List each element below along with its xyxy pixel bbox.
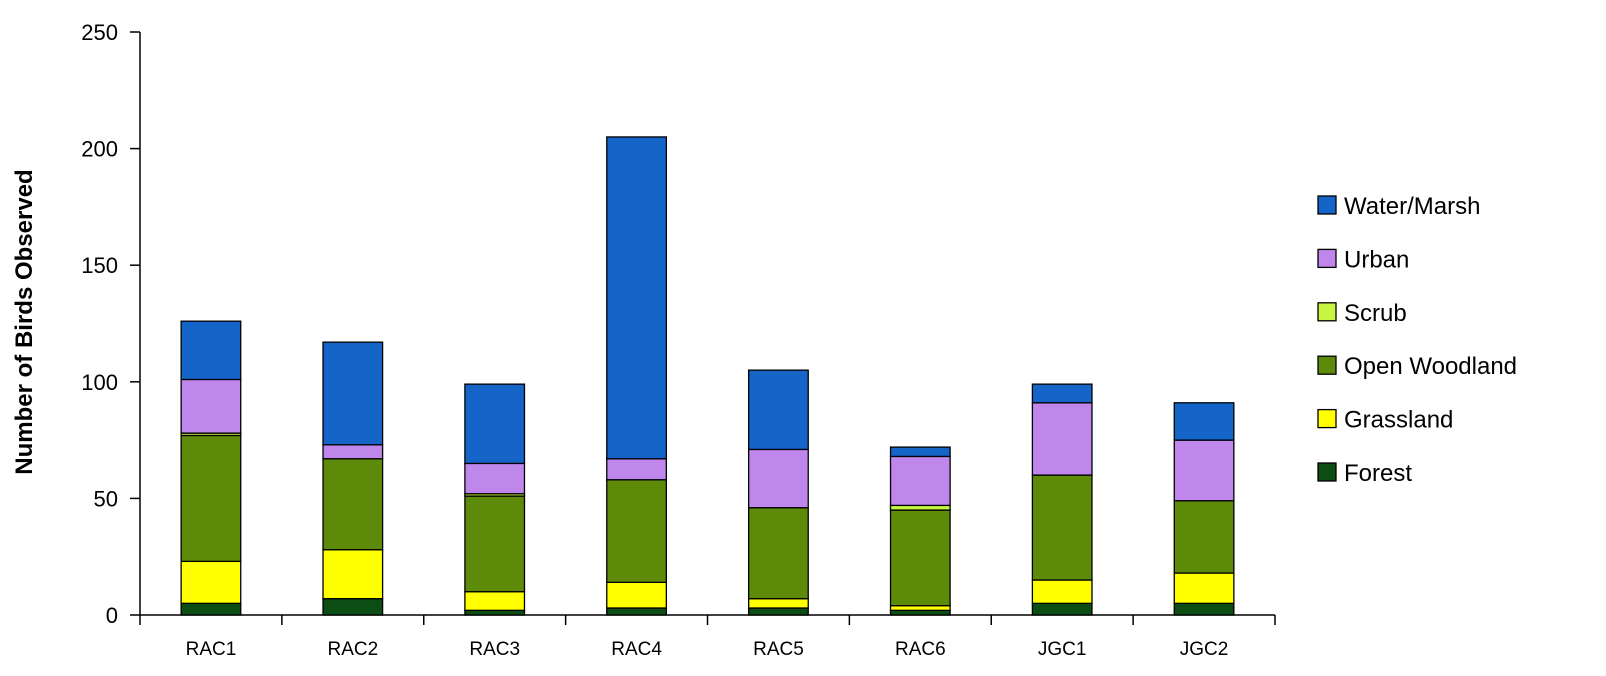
bar-segment-urban-rac4 [606, 458, 668, 481]
bar-segment-water-marsh-rac4 [606, 136, 668, 460]
bar-segment-open-woodland-rac5 [747, 507, 809, 600]
bar-segment-open-woodland-rac3 [464, 495, 526, 593]
legend-swatch-urban [1317, 248, 1337, 269]
legend-label-grassland: Grassland [1344, 407, 1453, 434]
bar-segment-water-marsh-jgc1 [1031, 383, 1093, 404]
bar-segment-urban-rac2 [322, 444, 384, 460]
bar-segment-urban-rac1 [180, 378, 242, 434]
y-tick-label: 0 [106, 603, 118, 628]
x-tick-label: RAC1 [186, 639, 237, 660]
bar-segment-open-woodland-jgc2 [1173, 500, 1235, 574]
bar-segment-forest-rac1 [180, 602, 242, 616]
bar-segment-water-marsh-rac3 [464, 383, 526, 465]
bar-segment-forest-jgc2 [1173, 602, 1235, 616]
legend-label-water-marsh: Water/Marsh [1344, 193, 1480, 220]
bar-segment-grassland-rac5 [747, 598, 809, 609]
x-tick-label: JGC1 [1038, 639, 1087, 660]
bar-segment-forest-jgc1 [1031, 602, 1093, 616]
bar-segment-water-marsh-rac5 [747, 369, 809, 451]
bar-segment-scrub-rac6 [889, 504, 951, 511]
bar-segment-grassland-rac6 [889, 605, 951, 611]
bar-segment-urban-rac3 [464, 462, 526, 495]
bar-segment-water-marsh-rac2 [322, 341, 384, 446]
bar-segment-open-woodland-rac4 [606, 479, 668, 584]
x-tick-label: RAC6 [895, 639, 946, 660]
legend-swatch-grassland [1317, 408, 1337, 429]
bar-segment-grassland-rac2 [322, 549, 384, 600]
bar-segment-urban-rac6 [889, 455, 951, 507]
x-axis: RAC1 RAC2 RAC3 RAC4 RAC5 RAC6 JGC1 JGC2 [139, 614, 1276, 660]
bar-segment-forest-rac5 [747, 607, 809, 616]
y-tick-label: 150 [81, 253, 118, 278]
bar-segment-open-woodland-rac1 [180, 434, 242, 563]
x-tick-label: RAC3 [469, 639, 520, 660]
bar-segment-open-woodland-jgc1 [1031, 474, 1093, 581]
bar-segment-grassland-rac3 [464, 591, 526, 611]
bar-segment-forest-rac3 [464, 609, 526, 616]
bar-segment-urban-jgc1 [1031, 402, 1093, 476]
bar-segment-forest-rac2 [322, 598, 384, 616]
bar-segment-water-marsh-rac6 [889, 446, 951, 458]
bar-segment-urban-jgc2 [1173, 439, 1235, 502]
bar-segment-forest-rac4 [606, 607, 668, 616]
bar-segment-open-woodland-rac2 [322, 458, 384, 551]
x-tick-label: RAC2 [327, 639, 378, 660]
legend-swatch-water-marsh [1317, 195, 1337, 215]
bar-segment-water-marsh-jgc2 [1173, 402, 1235, 441]
bar-segment-water-marsh-rac1 [180, 320, 242, 381]
legend-swatch-open-woodland [1317, 355, 1337, 375]
bar-segment-forest-rac6 [889, 609, 951, 616]
bar-segment-grassland-jgc1 [1031, 579, 1093, 604]
bar-segment-grassland-rac4 [606, 581, 668, 609]
legend-label-open-woodland: Open Woodland [1344, 353, 1517, 380]
legend-label-forest: Forest [1344, 460, 1412, 487]
bar-segment-urban-rac5 [747, 448, 809, 509]
y-tick-label: 200 [81, 137, 118, 162]
legend-swatch-forest [1317, 462, 1337, 482]
legend-label-scrub: Scrub [1344, 300, 1407, 327]
bars-group [180, 136, 1235, 616]
y-tick-label: 100 [81, 370, 118, 395]
legend-label-urban: Urban [1344, 246, 1409, 273]
x-tick-label: RAC5 [753, 639, 804, 660]
y-tick-label: 50 [94, 486, 118, 511]
y-axis: 0 50 100 150 200 250 [81, 20, 141, 628]
y-tick-label: 250 [81, 20, 118, 45]
bar-segment-open-woodland-rac6 [889, 509, 951, 607]
x-tick-label: RAC4 [611, 639, 662, 660]
bar-segment-grassland-rac1 [180, 560, 242, 604]
legend: Water/Marsh Urban Scrub Open Woodland Grassl… [1317, 193, 1517, 487]
x-tick-label: JGC2 [1180, 639, 1229, 660]
bar-segment-grassland-jgc2 [1173, 572, 1235, 604]
y-axis-title: Number of Birds Observed [11, 169, 38, 474]
legend-swatch-scrub [1317, 302, 1337, 322]
